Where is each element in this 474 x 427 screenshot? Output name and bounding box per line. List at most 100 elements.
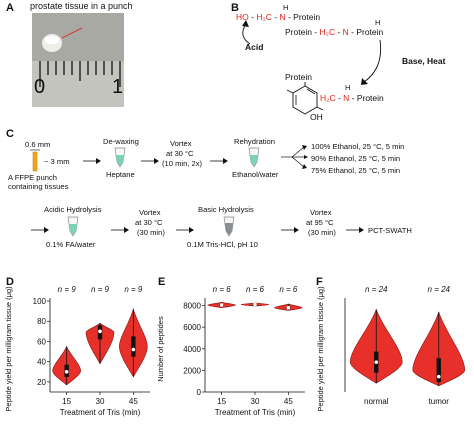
- ethanol-step-100: 100% Ethanol, 25 °C, 5 min: [311, 142, 405, 151]
- y-tick-label: 4000: [183, 345, 201, 354]
- pointer-line: [61, 27, 83, 39]
- vortex1-line1: Vortex: [170, 139, 192, 148]
- hydroxyl-oh: OH: [310, 112, 323, 122]
- ffpe-punch-icon: [30, 149, 40, 172]
- iqr-box-tumor: [436, 358, 441, 382]
- median-dot-tumor: [436, 374, 441, 379]
- product-h: H: [375, 18, 381, 27]
- dewax-solvent: Heptane: [106, 170, 135, 179]
- y-tick-label: 100: [33, 297, 47, 306]
- vortex3-line2: at 95 °C: [306, 218, 334, 227]
- x-tick-label-30: 30: [251, 397, 260, 406]
- ethanol-step-90: 90% Ethanol, 25 °C, 5 min: [311, 154, 401, 163]
- x-tick-label-15: 15: [217, 397, 226, 406]
- y-tick-label: 60: [37, 337, 46, 346]
- punch-length: ~ 3 mm: [44, 157, 70, 166]
- bottom-h: H: [345, 83, 351, 92]
- intermediate-product: Protein - H₂C - N - Protein: [285, 27, 384, 37]
- panel-a-caption: prostate tissue in a punch: [30, 1, 133, 11]
- x-tick-label-tumor: tumor: [429, 397, 450, 406]
- n-label-15: n = 6: [213, 285, 232, 294]
- panel-letter-c: C: [6, 128, 14, 140]
- y-tick-label: 8000: [183, 302, 201, 311]
- acid-arrow: [242, 20, 251, 45]
- y-tick-label: 0: [197, 388, 202, 397]
- median-dot-15: [219, 303, 224, 307]
- panel-letter-a: A: [6, 2, 14, 14]
- tube-icon-dewax: [114, 147, 126, 168]
- x-tick-label-15: 15: [62, 397, 71, 406]
- vortex1-line3: (10 min, 2x): [162, 159, 203, 168]
- x-tick-label-45: 45: [284, 397, 293, 406]
- acid-label: Acid: [245, 42, 264, 52]
- vortex2-line3: (30 min): [137, 228, 165, 237]
- n-label-45: n = 6: [279, 285, 298, 294]
- median-dot-30: [253, 302, 257, 307]
- y-tick-label: 2000: [183, 366, 201, 375]
- amine-n: N: [279, 12, 286, 22]
- flow-arrow-3: [210, 158, 228, 164]
- y-tick-label: 6000: [183, 323, 201, 332]
- flow-arrow-8: [346, 227, 364, 233]
- median-dot-15: [64, 369, 69, 374]
- rehydration-title: Rehydration: [234, 137, 275, 146]
- panel-letter-f: F: [316, 276, 323, 288]
- base-heat-label: Base, Heat: [402, 56, 446, 66]
- chart-e: 0 2000 4000 6000 8000 Number of peptides n = 6…: [156, 285, 305, 417]
- base-arrow: [361, 39, 382, 85]
- dewax-title: De-waxing: [103, 137, 139, 146]
- ethanol-branch-arrows: [281, 145, 308, 169]
- y-tick-label: 80: [37, 317, 46, 326]
- n-label-tumor: n = 24: [428, 285, 451, 294]
- n-label-15: n = 9: [58, 285, 77, 294]
- vortex3-line1: Vortex: [310, 208, 332, 217]
- x-tick-label-45: 45: [129, 397, 138, 406]
- crosslinked-product: H₂C - N - Protein: [320, 93, 384, 103]
- ethanol-step-75: 75% Ethanol, 25 °C, 5 min: [311, 166, 401, 175]
- hydroxyl-group: HO: [236, 12, 249, 22]
- vortex1-line2: at 30 °C: [166, 149, 194, 158]
- n-label-45: n = 9: [124, 285, 143, 294]
- acid-solvent: 0.1% FA/water: [46, 240, 96, 249]
- acid-hydrolysis-title: Acidic Hydrolysis: [44, 205, 102, 214]
- basic-solvent: 0.1M Tris-HCl, pH 10: [187, 240, 258, 249]
- median-dot-45: [131, 347, 136, 352]
- punch-photo: [32, 13, 124, 107]
- tube-icon-basic: [223, 216, 235, 237]
- y-axis-title: Peptide yield per milligram tissue (μg): [4, 286, 13, 412]
- n-label-normal: n = 24: [365, 285, 388, 294]
- flow-arrow-1: [83, 158, 101, 164]
- methylene-group: H₂C: [256, 12, 272, 22]
- panel-letter-d: D: [6, 276, 14, 288]
- flow-arrow-5: [111, 227, 129, 233]
- y-axis-title: Number of peptides: [156, 316, 165, 382]
- vortex3-line3: (30 min): [308, 228, 336, 237]
- x-axis-title: Treatment of Tris (min): [60, 408, 141, 417]
- vortex2-line1: Vortex: [139, 208, 161, 217]
- bottom-protein-label: Protein: [285, 72, 312, 82]
- punch-diameter: 0.6 mm: [25, 140, 51, 149]
- y-tick-label: 40: [37, 358, 46, 367]
- tube-icon-rehydration: [248, 147, 260, 168]
- panel-letter-b: B: [231, 2, 239, 14]
- punch-caption-1: A FFPE punch: [8, 173, 57, 182]
- panel-letter-e: E: [158, 276, 166, 288]
- flow-arrow-2: [141, 158, 159, 164]
- ruler-label-1: 1: [112, 76, 124, 98]
- x-tick-label-30: 30: [96, 397, 105, 406]
- median-dot-30: [98, 329, 102, 334]
- iqr-box-45: [131, 336, 136, 357]
- flow-arrow-6: [176, 227, 194, 233]
- ruler-photo-graphic: [32, 13, 124, 107]
- final-step: PCT-SWATH: [368, 226, 412, 235]
- acid-reactant-h: H: [283, 3, 289, 12]
- median-dot-45: [286, 305, 291, 310]
- x-tick-label-normal: normal: [364, 397, 389, 406]
- median-dot-normal: [374, 360, 379, 364]
- acid-reactant: HO - H₂C - N - Protein: [236, 12, 321, 22]
- ruler-label-0: 0: [34, 76, 46, 98]
- y-axis-title: Peptide yield per milligram tissue (μg): [316, 286, 325, 412]
- vortex2-line2: at 30 °C: [135, 218, 163, 227]
- basic-hydrolysis-title: Basic Hydrolysis: [198, 205, 254, 214]
- y-tick-label: 20: [37, 378, 46, 387]
